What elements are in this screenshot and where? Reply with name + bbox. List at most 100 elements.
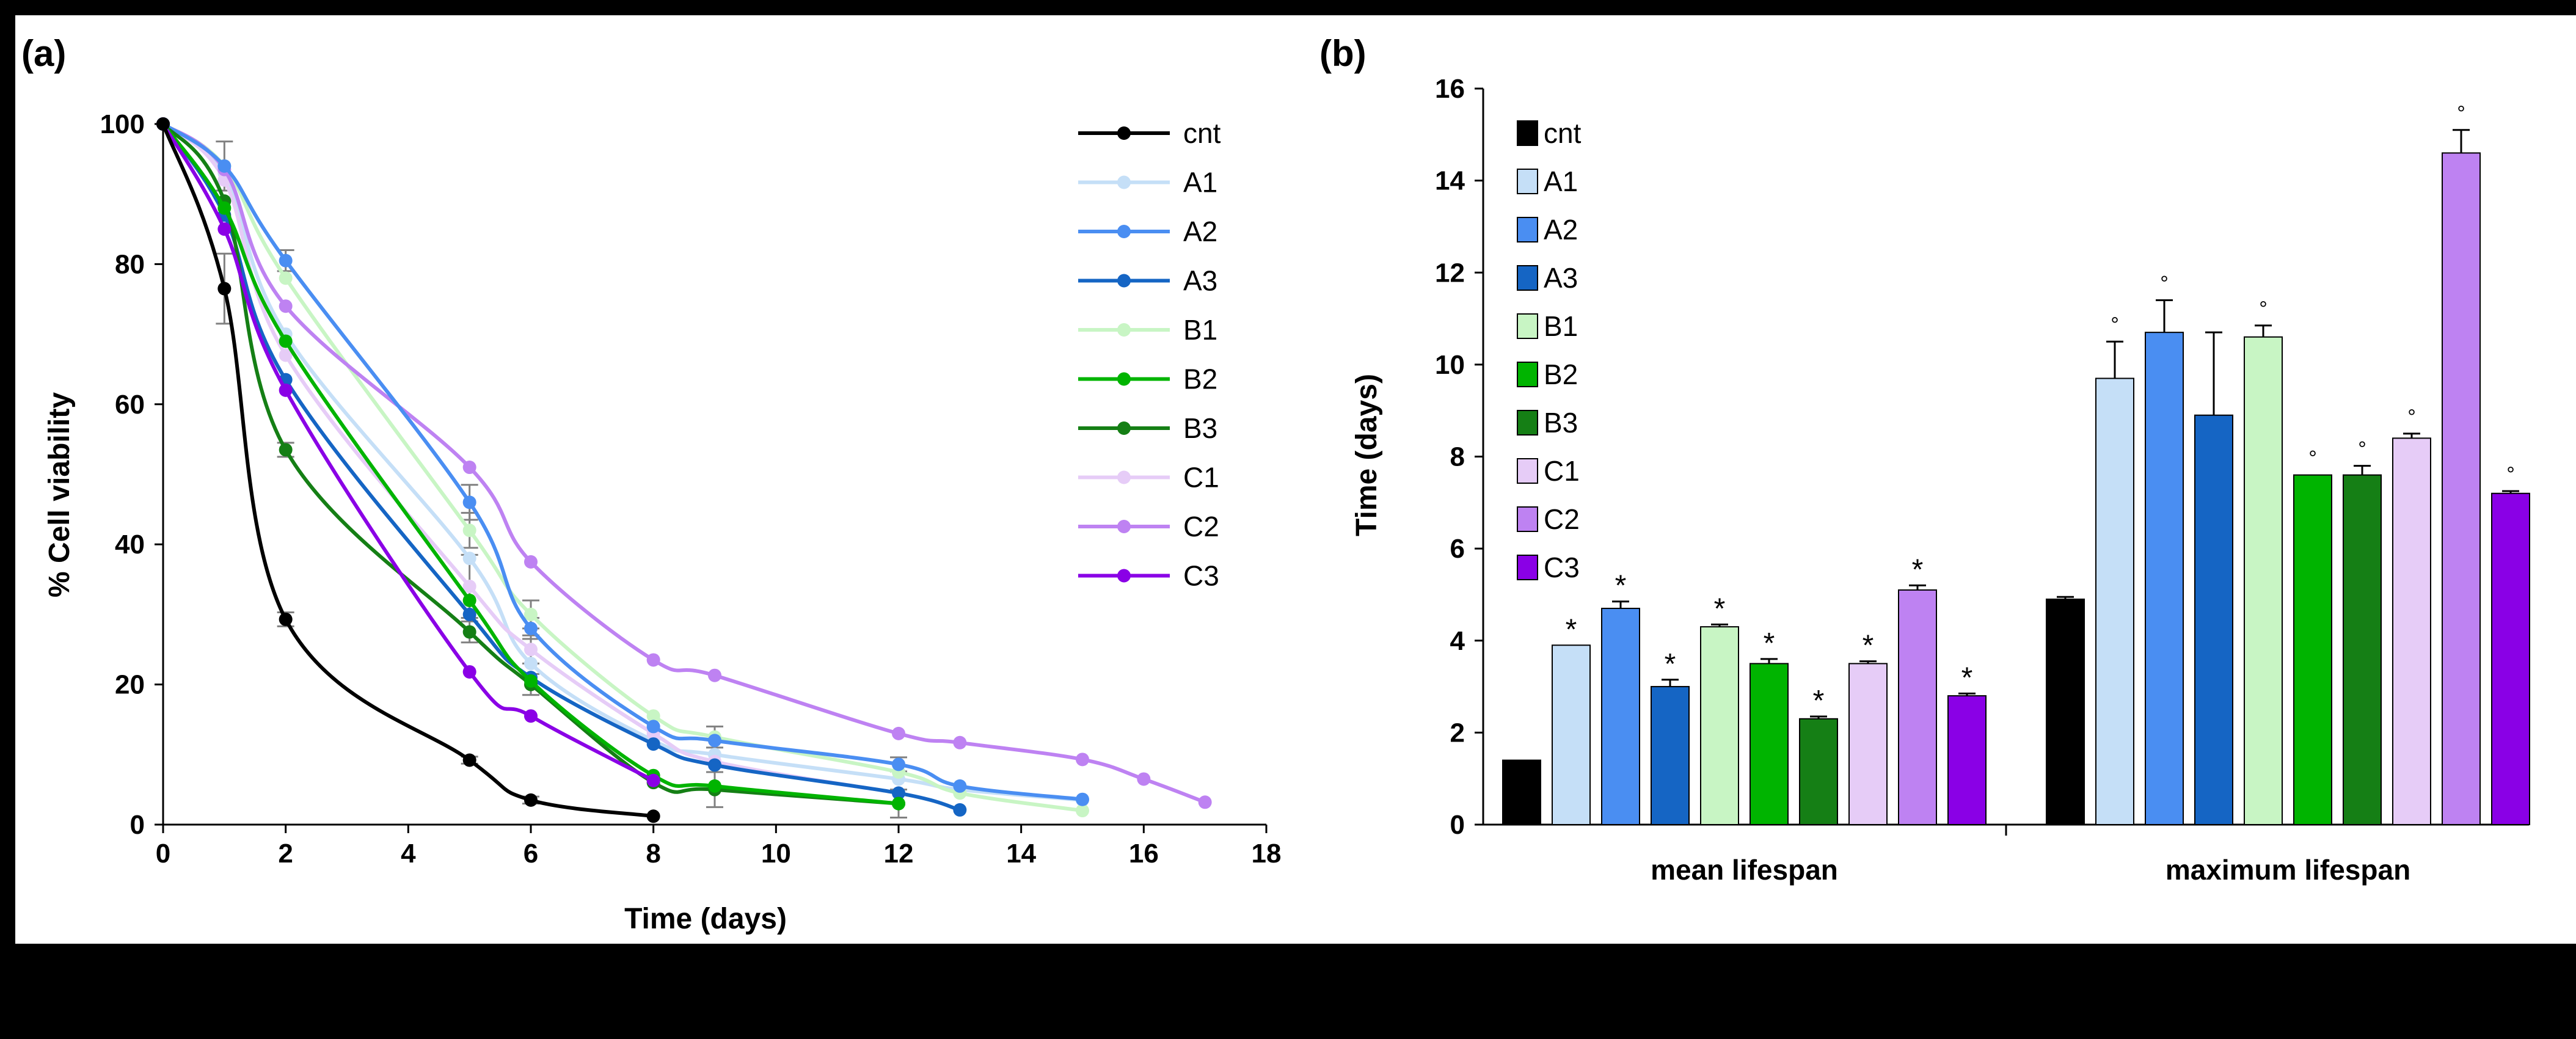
legend-label-B3: B3 xyxy=(1544,407,1578,439)
data-point-A2 xyxy=(524,621,538,635)
panel-b-y-tick-label: 10 xyxy=(1435,350,1465,380)
panel-b-y-tick-label: 16 xyxy=(1435,74,1465,104)
legend-label-C1: C1 xyxy=(1183,462,1219,494)
legend-swatch-C2 xyxy=(1517,506,1538,532)
data-point-cnt xyxy=(279,612,293,626)
legend-label-B2: B2 xyxy=(1183,363,1217,395)
legend-label-A2: A2 xyxy=(1183,216,1217,247)
legend-label-B3: B3 xyxy=(1183,412,1217,444)
data-point-C2 xyxy=(1198,795,1212,809)
data-point-C3 xyxy=(217,222,232,236)
significance-mark: * xyxy=(1912,553,1924,586)
series-line-B2 xyxy=(161,123,899,806)
data-point-A1 xyxy=(462,552,476,566)
panel-b-legend: cnt A1 A2 A3 B1 B2 B3 C1 C2 C3 xyxy=(1517,117,1582,583)
legend-label-A1: A1 xyxy=(1183,167,1217,199)
bar-B1 xyxy=(1700,626,1739,825)
panel-a-y-tick-label: 0 xyxy=(130,810,145,840)
panel-b-y-tick-label: 14 xyxy=(1435,166,1465,196)
series-line-A1 xyxy=(162,122,1083,802)
legend-swatch-B2 xyxy=(1517,362,1538,387)
data-point-B3 xyxy=(462,625,476,639)
data-point-B1 xyxy=(1076,804,1089,818)
data-point-C2 xyxy=(1076,753,1089,767)
significance-mark: * xyxy=(1615,570,1627,602)
significance-mark: * xyxy=(1566,613,1577,646)
panel-a-x-tick-label: 8 xyxy=(646,839,660,869)
data-point-B2 xyxy=(524,674,538,688)
data-point-C3 xyxy=(524,709,538,723)
legend-label-B2: B2 xyxy=(1544,359,1578,390)
data-point-B1 xyxy=(646,709,660,723)
legend-marker-B2 xyxy=(1117,372,1131,386)
legend-swatch-A1 xyxy=(1517,169,1538,194)
legend-label-cnt: cnt xyxy=(1183,117,1221,149)
bar-A2 xyxy=(2145,332,2184,825)
legend-label-B1: B1 xyxy=(1544,310,1578,342)
significance-mark: * xyxy=(1813,685,1825,717)
data-point-B1 xyxy=(524,607,538,621)
bar-C2 xyxy=(2442,152,2481,825)
panel-a-x-tick-label: 0 xyxy=(156,839,170,869)
panel-a-line-chart: (a) 0 2 4 6 8 10 12 14 16 18 0 20 40 60 80 100 cnt A1 A2 A… xyxy=(21,33,1281,935)
data-point-C3 xyxy=(646,773,660,787)
bar-A3 xyxy=(2194,414,2233,825)
panel-a-y-tick-label: 40 xyxy=(115,530,145,560)
data-point-C2 xyxy=(953,735,967,749)
series-line-B3 xyxy=(161,123,899,806)
data-point-C1 xyxy=(279,348,293,362)
legend-swatch-A2 xyxy=(1517,217,1538,242)
data-point-A2 xyxy=(1076,792,1089,806)
data-point-C2 xyxy=(708,668,721,682)
panel-a-x-tick-label: 10 xyxy=(761,839,791,869)
bar-B3 xyxy=(2343,474,2382,825)
data-point-C2 xyxy=(279,299,293,313)
data-point-A2 xyxy=(953,779,967,793)
panel-b-bar-chart: (b) 0 2 4 6 8 10 12 14 16 mean lifespan maximum li… xyxy=(1319,33,2530,886)
significance-mark: ° xyxy=(2358,438,2366,461)
panel-a-y-tick-label: 100 xyxy=(100,109,145,139)
panel-a-y-tick-label: 20 xyxy=(115,670,145,700)
legend-swatch-C3 xyxy=(1517,555,1538,580)
significance-mark: ° xyxy=(2111,313,2119,337)
data-point-B2 xyxy=(462,593,476,607)
panel-b-y-axis-label: Time (days) xyxy=(1351,374,1383,536)
data-point-B2 xyxy=(708,779,721,793)
legend-label-C2: C2 xyxy=(1544,503,1580,535)
panel-b-y-tick-label: 4 xyxy=(1450,626,1465,656)
legend-marker-A3 xyxy=(1117,274,1131,288)
legend-swatch-B3 xyxy=(1517,410,1538,436)
panel-b-category-label: maximum lifespan xyxy=(2166,854,2410,886)
legend-swatch-B1 xyxy=(1517,313,1538,339)
significance-mark: ° xyxy=(2259,297,2268,321)
panel-a-label: (a) xyxy=(21,33,66,74)
bar-A1 xyxy=(2095,377,2134,825)
legend-marker-cnt xyxy=(1117,126,1131,140)
panel-a-x-tick-label: 16 xyxy=(1129,839,1159,869)
legend-label-A1: A1 xyxy=(1544,166,1578,197)
legend-label-A3: A3 xyxy=(1183,265,1217,297)
data-point-C3 xyxy=(279,383,293,397)
bar-B3 xyxy=(1799,718,1838,825)
bar-cnt xyxy=(1502,759,1541,825)
legend-label-cnt: cnt xyxy=(1544,117,1582,149)
legend-marker-C2 xyxy=(1117,520,1131,533)
significance-mark: ° xyxy=(2506,463,2515,486)
data-point-B1 xyxy=(279,271,293,285)
panel-b-y-tick-label: 6 xyxy=(1450,534,1465,564)
series-line-A2 xyxy=(162,122,1083,801)
data-point-C2 xyxy=(462,461,476,475)
data-point-A3 xyxy=(708,758,721,772)
data-point-A2 xyxy=(279,253,293,268)
panel-a-series xyxy=(156,117,1212,823)
data-point-B1 xyxy=(462,523,476,538)
data-point-B2 xyxy=(892,797,905,811)
panel-b-y-tick-label: 8 xyxy=(1450,442,1465,472)
bar-A3 xyxy=(1651,686,1690,825)
data-point-C2 xyxy=(892,726,905,740)
significance-mark: * xyxy=(1961,662,1973,694)
panel-b-axes: 0 2 4 6 8 10 12 14 16 mean lifespan maximum lifesp… xyxy=(1435,74,2529,886)
panel-a-x-tick-label: 12 xyxy=(884,839,914,869)
data-point-cnt xyxy=(524,793,538,807)
